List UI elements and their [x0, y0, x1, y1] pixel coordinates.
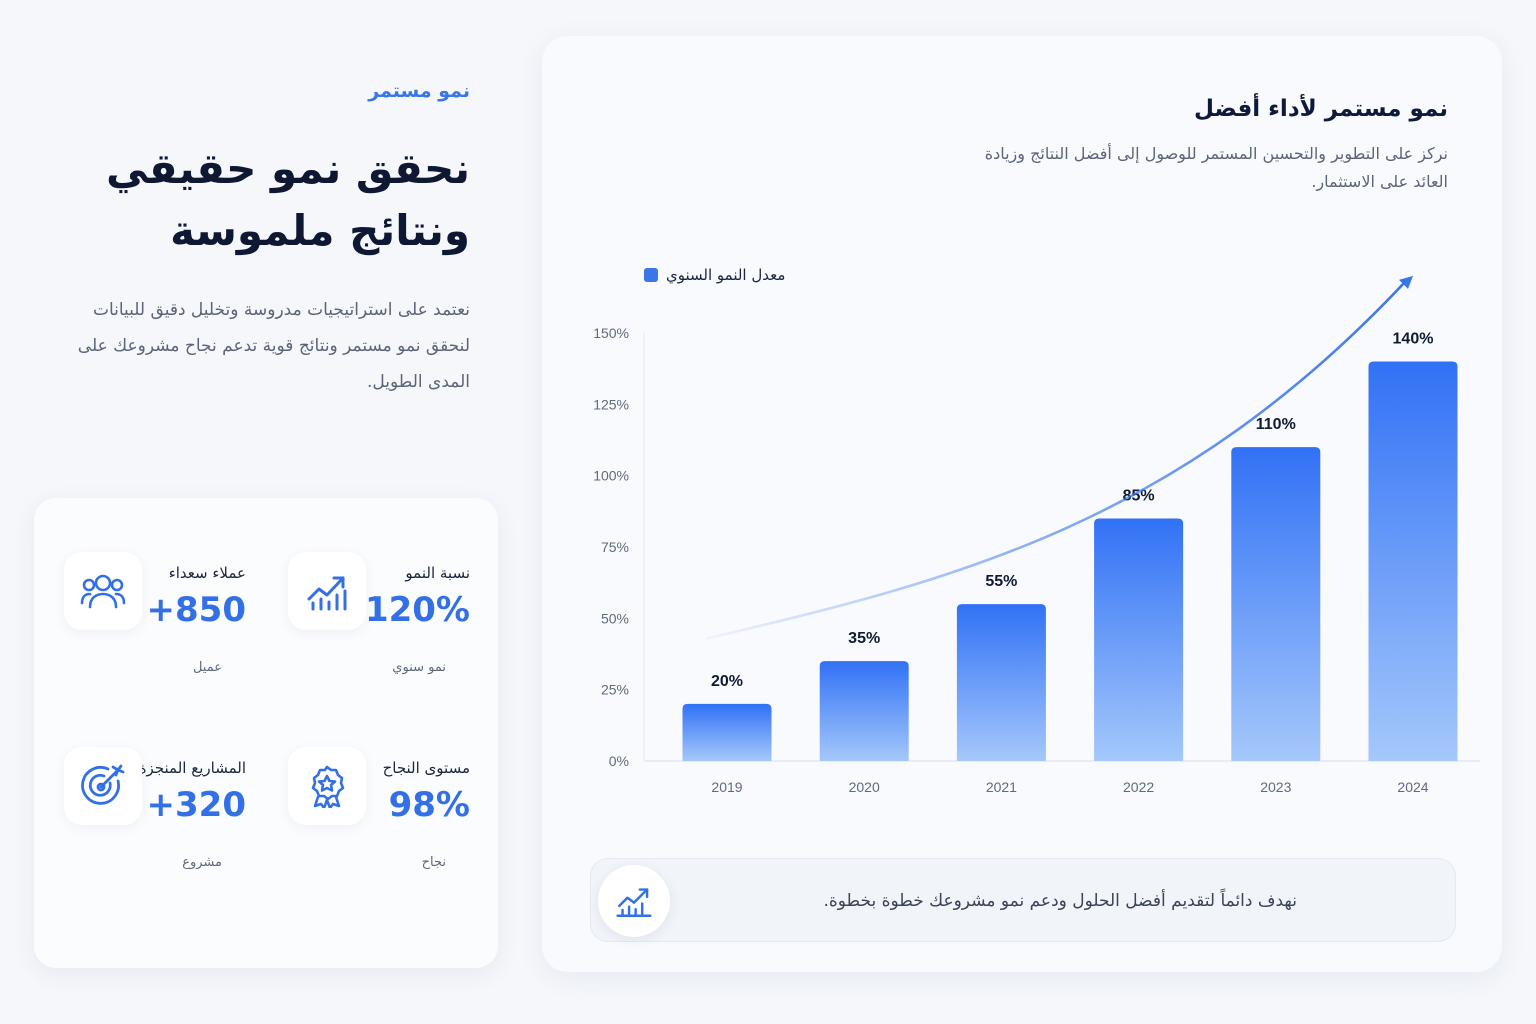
stat-label: عملاء سعداء: [168, 564, 246, 582]
stat-value: 98%: [388, 785, 470, 825]
stat-success-level: مستوى النجاح 98% نجاح: [288, 747, 498, 899]
stat-value: +850: [146, 590, 246, 630]
stat-completed-projects: المشاريع المنجزة +320 مشروع: [64, 747, 274, 899]
chart-legend: معدل النمو السنوي: [644, 266, 785, 284]
growth-chart-icon: [598, 865, 670, 937]
footer-text: نهدف دائماً لتقديم أفضل الحلول ودعم نمو …: [823, 891, 1297, 911]
award-badge-icon: [288, 747, 366, 825]
legend-swatch: [644, 268, 658, 282]
users-icon: [64, 552, 142, 630]
stat-growth-rate: نسبة النمو +120% نمو سنوي: [288, 552, 498, 704]
stat-caption: نجاح: [421, 855, 446, 870]
headline-line-1: نحقق نمو حقيقي: [106, 144, 470, 193]
stat-value: +320: [146, 785, 246, 825]
growth-chart-icon: [288, 552, 366, 630]
chart-description: نركز على التطوير والتحسين المستمر للوصول…: [984, 144, 1448, 191]
intro-paragraph: نعتمد على استراتيجيات مدروسة وتخليل دقيق…: [77, 300, 470, 392]
section-eyebrow: نمو مستمر: [368, 80, 470, 102]
stats-card: نسبة النمو +120% نمو سنوي عملاء سعداء +8…: [34, 498, 498, 968]
target-icon: [64, 747, 142, 825]
stat-caption: نمو سنوي: [392, 660, 446, 675]
page-headline: نحقق نمو حقيقي ونتائج ملموسة: [10, 138, 470, 262]
footer-note: نهدف دائماً لتقديم أفضل الحلول ودعم نمو …: [590, 858, 1456, 942]
headline-line-2: ونتائج ملموسة: [170, 206, 470, 255]
stat-label: مستوى النجاح: [382, 759, 470, 777]
stat-label: المشاريع المنجزة: [138, 759, 246, 777]
stat-caption: مشروع: [182, 855, 222, 870]
stat-label: نسبة النمو: [405, 564, 470, 582]
stat-happy-clients: عملاء سعداء +850 عميل: [64, 552, 274, 704]
stat-caption: عميل: [192, 660, 222, 675]
chart-title: نمو مستمر لأداء أفضل: [1194, 96, 1448, 122]
legend-label: معدل النمو السنوي: [666, 266, 786, 284]
